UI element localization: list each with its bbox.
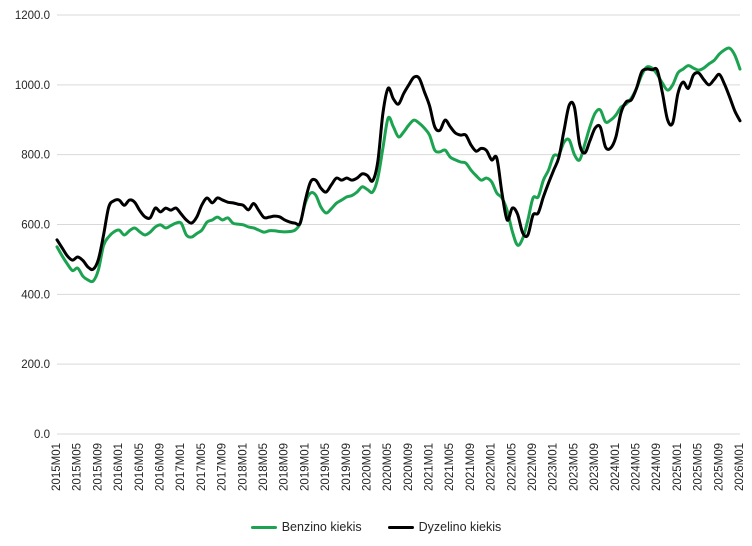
legend-label-dyzelino: Dyzelino kiekis bbox=[418, 519, 502, 534]
x-tick-label: 2022M09 bbox=[527, 443, 539, 491]
x-tick-label: 2018M05 bbox=[258, 443, 270, 491]
legend-label-benzino: Benzino kiekis bbox=[281, 519, 362, 534]
x-tick-label: 2021M01 bbox=[424, 443, 436, 491]
x-tick-label: 2017M05 bbox=[196, 443, 208, 491]
x-tick-label: 2015M09 bbox=[92, 443, 104, 491]
y-tick-label: 800.0 bbox=[21, 150, 50, 162]
x-tick-label: 2022M05 bbox=[506, 443, 518, 491]
x-tick-label: 2016M01 bbox=[113, 443, 125, 491]
x-tick-label: 2024M05 bbox=[631, 443, 643, 491]
x-tick-label: 2017M09 bbox=[217, 443, 229, 491]
x-tick-label: 2015M01 bbox=[51, 443, 63, 491]
y-tick-label: 1200.0 bbox=[15, 10, 50, 22]
x-tick-label: 2026M01 bbox=[734, 443, 746, 491]
x-tick-label: 2024M09 bbox=[651, 443, 663, 491]
y-tick-label: 400.0 bbox=[21, 289, 50, 301]
x-tick-label: 2020M01 bbox=[361, 443, 373, 491]
x-tick-label: 2023M09 bbox=[589, 443, 601, 491]
y-tick-label: 600.0 bbox=[21, 220, 50, 232]
x-tick-label: 2024M01 bbox=[610, 443, 622, 491]
x-tick-label: 2020M05 bbox=[382, 443, 394, 491]
y-tick-label: 200.0 bbox=[21, 359, 50, 371]
x-tick-label: 2023M01 bbox=[548, 443, 560, 491]
x-tick-label: 2021M09 bbox=[465, 443, 477, 491]
y-tick-label: 0.0 bbox=[34, 429, 50, 441]
legend-item-benzino: Benzino kiekis bbox=[250, 519, 362, 534]
x-tick-label: 2018M09 bbox=[279, 443, 291, 491]
y-tick-label: 1000.0 bbox=[15, 80, 50, 92]
chart-legend: Benzino kiekis Dyzelino kiekis bbox=[0, 512, 752, 542]
x-tick-label: 2019M01 bbox=[299, 443, 311, 491]
x-tick-label: 2025M01 bbox=[672, 443, 684, 491]
dyzelino-line-swatch bbox=[387, 525, 414, 529]
x-tick-label: 2015M05 bbox=[72, 443, 84, 491]
legend-item-dyzelino: Dyzelino kiekis bbox=[387, 519, 502, 534]
x-tick-label: 2017M01 bbox=[175, 443, 187, 491]
x-tick-label: 2019M09 bbox=[341, 443, 353, 491]
x-tick-label: 2023M05 bbox=[568, 443, 580, 491]
x-tick-label: 2025M05 bbox=[693, 443, 705, 491]
x-tick-label: 2020M09 bbox=[403, 443, 415, 491]
x-tick-label: 2021M05 bbox=[444, 443, 456, 491]
x-tick-label: 2022M01 bbox=[486, 443, 498, 491]
dyzelino-line bbox=[55, 66, 742, 272]
x-tick-label: 2025M09 bbox=[713, 443, 725, 491]
x-tick-label: 2019M05 bbox=[320, 443, 332, 491]
x-tick-label: 2016M05 bbox=[134, 443, 146, 491]
x-tick-label: 2016M09 bbox=[154, 443, 166, 491]
x-tick-label: 2018M01 bbox=[237, 443, 249, 491]
line-chart: 0.0 200.0 400.0 600.0 800.0 1000.0 1200.0 2015M… bbox=[15, 10, 746, 491]
benzino-line-swatch bbox=[250, 525, 277, 529]
